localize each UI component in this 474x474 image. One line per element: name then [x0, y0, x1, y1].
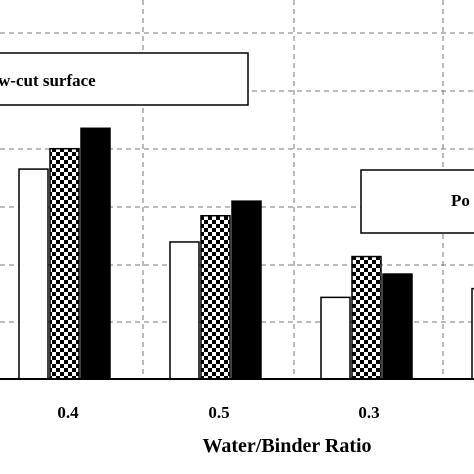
- bar-white-0.4: [18, 168, 49, 380]
- bars: [18, 127, 474, 380]
- annotation-text-left: w-cut surface: [0, 71, 96, 90]
- x-tick-label: 0.4: [57, 403, 79, 422]
- annotation-text-right: Po: [451, 191, 470, 210]
- x-axis-title: Water/Binder Ratio: [202, 435, 371, 457]
- bar-checkered-0.4: [49, 147, 80, 380]
- bar-checkered-0.5: [200, 214, 231, 380]
- annotation-box-right: Po: [360, 169, 474, 234]
- bar-solid-black-0.3: [382, 273, 413, 380]
- bar-checkered-0.3: [351, 255, 382, 380]
- bar-solid-black-0.4: [80, 127, 111, 380]
- bar-white-0.3: [320, 296, 351, 380]
- x-tick-labels: 0.4 0.5 0.3: [57, 403, 379, 422]
- bar-solid-black-0.5: [231, 200, 262, 380]
- bar-white-group4: [471, 287, 474, 380]
- annotation-box-left: w-cut surface: [0, 52, 249, 106]
- bar-white-0.5: [169, 241, 200, 380]
- x-tick-label: 0.5: [208, 403, 229, 422]
- x-tick-label: 0.3: [358, 403, 379, 422]
